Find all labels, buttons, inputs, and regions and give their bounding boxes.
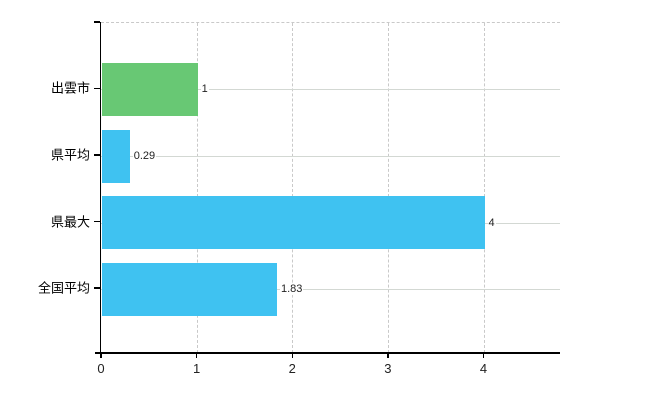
x-tick-label: 4 <box>479 361 488 376</box>
category-label: 全国平均 <box>37 280 90 296</box>
bar <box>102 196 485 250</box>
x-axis-line <box>95 352 560 354</box>
x-tick-label: 3 <box>384 361 392 376</box>
x-tick <box>195 352 198 358</box>
plot-area: 1 0.29 4 1.83 <box>101 22 560 353</box>
y-tick <box>94 87 100 90</box>
y-tick <box>94 21 100 23</box>
gridline-x <box>196 23 198 353</box>
y-tick <box>94 220 100 223</box>
y-tick <box>94 154 100 156</box>
bar-value-label: 1 <box>200 83 209 96</box>
category-label: 県平均 <box>50 147 90 163</box>
y-tick <box>94 287 100 289</box>
x-tick-label: 1 <box>193 361 201 376</box>
category-label: 出雲市 <box>50 80 90 96</box>
gridline-x <box>292 23 294 353</box>
gridline-x <box>387 23 389 353</box>
gridline-x <box>483 23 485 353</box>
bar <box>102 262 277 316</box>
bar-value-label: 1.83 <box>279 283 304 296</box>
x-tick-label: 2 <box>288 361 296 376</box>
bar-value-label: 0.29 <box>132 149 157 163</box>
category-label: 県最大 <box>50 214 90 230</box>
y-axis-line <box>99 22 101 352</box>
x-tick <box>387 352 389 358</box>
bar-value-label: 4 <box>487 216 496 229</box>
bar <box>102 129 130 183</box>
x-tick <box>291 352 293 358</box>
x-tick <box>100 352 102 358</box>
gridline-y <box>101 289 560 291</box>
bar <box>102 62 198 116</box>
x-tick-label: 0 <box>97 361 105 376</box>
gridline-y <box>101 156 560 157</box>
gridline-y <box>101 89 560 91</box>
x-tick <box>482 352 485 358</box>
